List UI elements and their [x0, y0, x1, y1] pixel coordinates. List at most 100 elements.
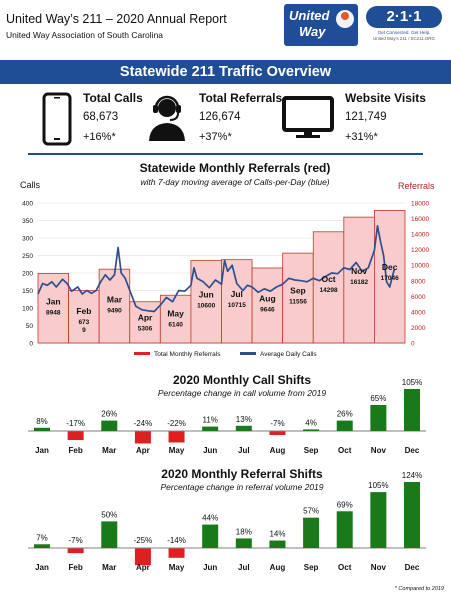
shift-month-label: Apr [136, 563, 150, 572]
month-label: Sep [290, 286, 306, 296]
legend-referrals-swatch [134, 352, 150, 355]
report-subtitle: United Way Association of South Carolina [6, 30, 164, 40]
referrals-tick-label: 16000 [411, 216, 429, 223]
shift-value-label: 7% [36, 533, 48, 542]
shift-value-label: 11% [202, 416, 217, 425]
stat-website-visits-value: 121,749 [345, 111, 387, 123]
calls-tick-label: 300 [22, 236, 33, 243]
monitor-icon [282, 96, 334, 138]
referral-value-label: 10715 [228, 302, 246, 309]
shift-bar-positive [404, 482, 420, 548]
shift-month-label: May [169, 563, 185, 572]
call-shifts-chart: 2020 Monthly Call Shifts Percentage chan… [28, 373, 426, 455]
shift-value-label: 8% [36, 417, 48, 426]
shift-month-label: Aug [270, 563, 286, 572]
overview-banner: Statewide 211 Traffic Overview [0, 60, 451, 84]
referrals-tick-label: 0 [411, 341, 415, 348]
shift-value-label: 13% [236, 415, 252, 424]
month-label: Apr [138, 312, 153, 322]
shift-bar-negative [134, 431, 151, 444]
referral-value-label: 9 [82, 327, 86, 334]
shift-month-label: Nov [371, 563, 387, 572]
month-label: Nov [351, 266, 367, 276]
referrals-tick-label: 12000 [411, 247, 429, 254]
referrals-tick-label: 6000 [411, 294, 426, 301]
shift-value-label: -22% [167, 419, 186, 428]
shift-value-label: 26% [337, 410, 353, 419]
calls-tick-label: 50 [26, 323, 34, 330]
shift-value-label: 69% [337, 500, 353, 509]
shift-month-label: Oct [338, 563, 352, 572]
stat-website-visits-label: Website Visits [345, 91, 426, 105]
shift-month-label: Jul [238, 446, 250, 455]
shift-bar-positive [336, 511, 353, 548]
shift-month-label: Feb [69, 563, 83, 572]
united-way-logo-line1: United [289, 8, 330, 23]
shift-value-label: 57% [303, 507, 319, 516]
stat-total-referrals-change: +37%* [199, 131, 232, 143]
referrals-tick-label: 2000 [411, 325, 426, 332]
shift-bar-negative [67, 431, 84, 440]
shift-bar-positive [34, 544, 50, 548]
shift-bar-negative [134, 548, 151, 566]
referral-bar [129, 301, 161, 344]
referral-bar [251, 267, 284, 344]
referral-value-label: 6140 [168, 322, 183, 329]
shift-value-label: 65% [370, 394, 386, 403]
shift-bar-negative [269, 431, 286, 435]
shift-bar-positive [235, 538, 252, 548]
shift-bar-positive [34, 427, 50, 431]
logo-211-url: United Way's 211 / SC211.ORG [373, 36, 435, 41]
phone-icon [42, 92, 72, 146]
shift-month-label: Mar [102, 563, 116, 572]
shift-value-label: 26% [101, 410, 117, 419]
shift-month-label: Jan [35, 563, 49, 572]
shift-value-label: 105% [368, 481, 388, 490]
monthly-referrals-chart-title: Statewide Monthly Referrals (red) [140, 161, 331, 175]
referral-value-label: 9646 [260, 307, 275, 314]
referral-value-label: 673 [78, 319, 89, 326]
shift-bar-positive [202, 524, 219, 548]
monthly-referrals-chart-subtitle: with 7-day moving average of Calls-per-D… [140, 177, 329, 187]
shift-value-label: 124% [402, 471, 422, 480]
month-label: Dec [382, 262, 398, 272]
shift-month-label: Jan [35, 446, 49, 455]
referral-bar [37, 273, 69, 344]
referrals-tick-label: 10000 [411, 263, 429, 270]
referral-shifts-chart: 2020 Monthly Referral Shifts Percentage … [28, 467, 444, 592]
shift-month-label: Feb [69, 446, 83, 455]
logo-211-tagline: Get Connected. Get Help. [377, 30, 431, 35]
section-divider [28, 153, 423, 155]
referral-bar [343, 216, 375, 344]
referral-bar [282, 252, 314, 344]
referral-shifts-chart-title: 2020 Monthly Referral Shifts [161, 467, 323, 481]
shift-bar-positive [101, 420, 118, 431]
shift-month-label: Sep [304, 563, 319, 572]
stat-total-referrals-label: Total Referrals [199, 91, 283, 105]
helping-hand-icon [336, 10, 354, 28]
shift-bar-positive [303, 429, 320, 431]
referral-value-label: 14298 [320, 287, 338, 294]
referral-value-label: 9490 [107, 307, 122, 314]
referrals-tick-label: 18000 [411, 201, 429, 208]
shift-bar-positive [303, 517, 320, 548]
stat-total-calls-label: Total Calls [83, 91, 143, 105]
month-label: Jun [199, 290, 214, 300]
agent-headset-icon [149, 95, 185, 141]
united-way-logo: United Way [284, 4, 358, 46]
referrals-tick-label: 4000 [411, 309, 426, 316]
month-label: Feb [76, 306, 91, 316]
monthly-referrals-legend: Total Monthly Referrals Average Daily Ca… [134, 351, 317, 358]
legend-calls-swatch [240, 352, 256, 355]
referral-value-label: 10600 [197, 303, 215, 310]
referral-shifts-chart-subtitle: Percentage change in referral volume 201… [160, 482, 323, 492]
shift-value-label: 44% [202, 514, 218, 523]
referral-bar [159, 294, 192, 344]
calls-tick-label: 0 [29, 341, 33, 348]
united-way-logo-line2: Way [299, 24, 326, 39]
referrals-tick-label: 14000 [411, 232, 429, 239]
shift-bar-positive [336, 420, 353, 431]
shift-month-label: Sep [304, 446, 319, 455]
stat-total-calls-value: 68,673 [83, 111, 119, 123]
shift-month-label: Dec [405, 446, 420, 455]
